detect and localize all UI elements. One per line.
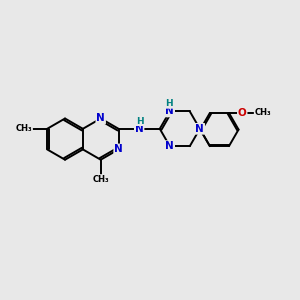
Text: CH₃: CH₃ [16, 124, 32, 133]
Text: N: N [96, 113, 105, 124]
Text: N: N [196, 124, 204, 134]
Text: H: H [136, 117, 144, 126]
Text: N: N [135, 124, 144, 134]
Text: O: O [238, 108, 247, 118]
Text: N: N [165, 141, 174, 151]
Text: N: N [114, 144, 123, 154]
Text: H: H [165, 99, 173, 108]
Text: CH₃: CH₃ [92, 175, 109, 184]
Text: N: N [165, 106, 174, 116]
Text: CH₃: CH₃ [254, 109, 271, 118]
